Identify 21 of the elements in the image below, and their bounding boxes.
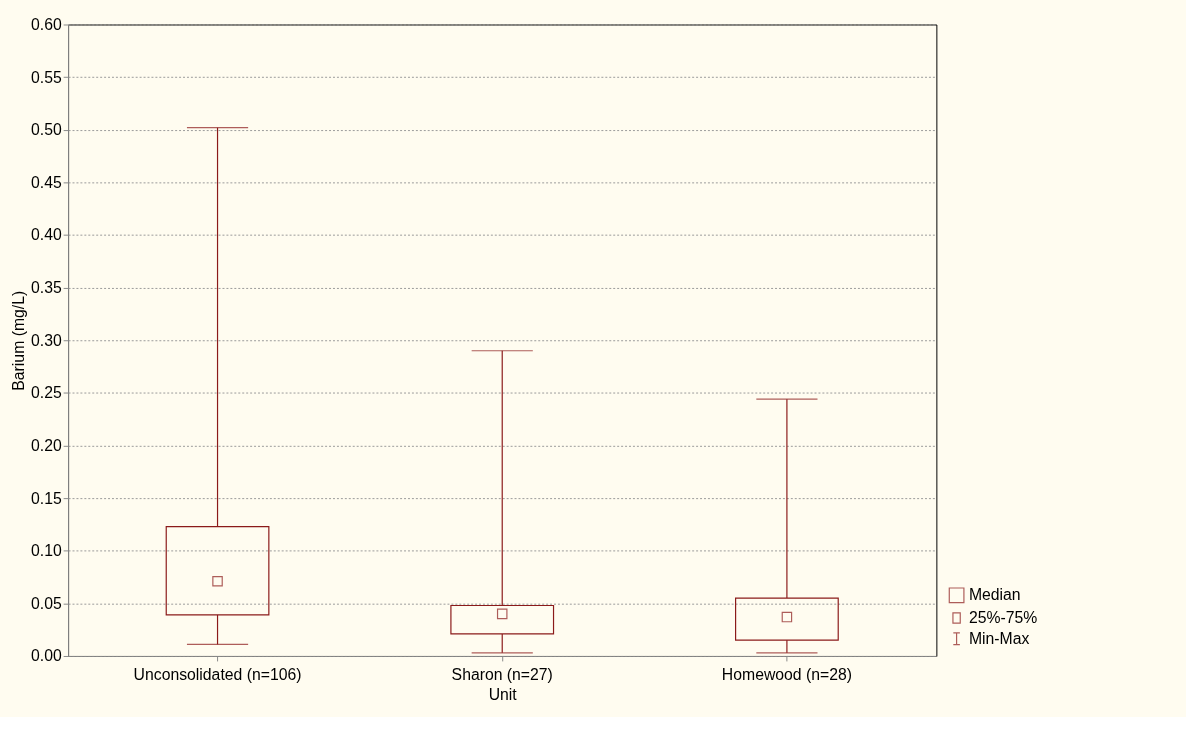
y-tick-label: 0.60 [30,15,62,33]
y-tick-label: 0.55 [30,68,62,86]
y-tick-label: 0.35 [30,279,62,297]
y-tick-label: 0.30 [30,331,62,349]
x-tick-label: Sharon (n=27) [451,666,553,684]
text: 25%-75% [968,608,1038,626]
y-tick-label: 0.10 [30,542,62,560]
x-tick-label: Homewood (n=28) [721,666,852,684]
y-tick-label: 0.15 [30,489,62,507]
y-tick-label: 0.20 [30,436,62,454]
y-axis-title: Barium (mg/L) [10,290,28,391]
y-tick-label: 0.05 [30,594,62,612]
y-tick-label: 0.25 [30,384,62,402]
text: Min-Max [968,629,1030,647]
x-tick-label: Unconsolidated (n=106) [133,666,302,684]
x-axis-title: Unit [488,685,518,703]
y-tick-label: 0.45 [30,173,62,191]
text: Median [968,586,1021,604]
y-tick-label: 0.40 [30,226,62,244]
y-tick-label: 0.00 [30,647,62,665]
y-tick-label: 0.50 [30,121,62,139]
